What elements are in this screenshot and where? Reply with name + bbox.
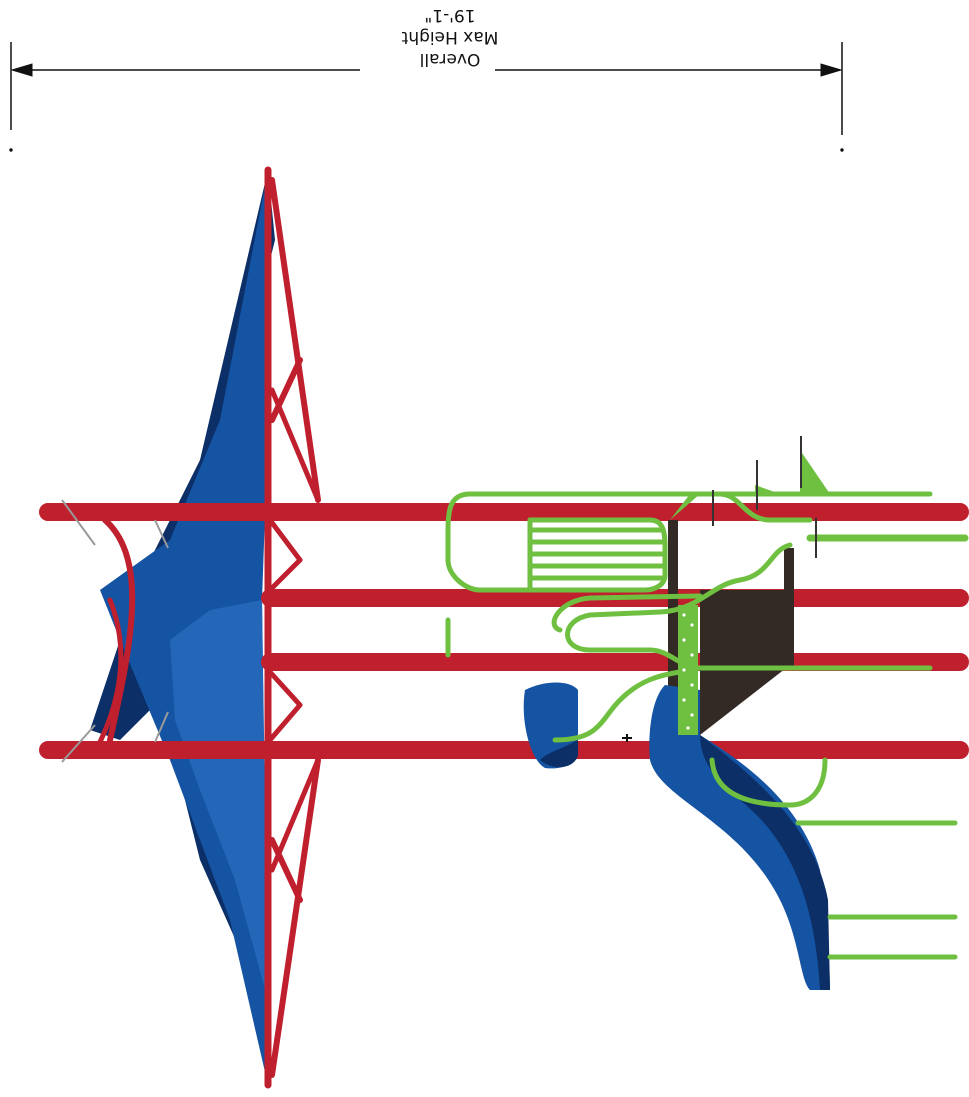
perforated-panels — [670, 436, 830, 777]
brace-upper-c — [269, 387, 321, 503]
shade-sail — [90, 170, 275, 1085]
rail-hoop — [709, 757, 828, 808]
overall-height-label: Overall Max Height 19'-1" — [330, 4, 570, 70]
brace-upper-a — [269, 177, 321, 503]
arm-lower — [97, 597, 124, 745]
rail-s-curve-2 — [551, 593, 703, 633]
bucket-seat-shadow — [540, 740, 578, 768]
overall-height-dimension — [9, 42, 844, 152]
dimension-line2: Max Height — [401, 27, 499, 47]
brace-upper-b — [269, 357, 303, 423]
brace-mid-c — [267, 669, 303, 708]
dimension-arrow-right — [820, 63, 843, 77]
arm-upper — [102, 517, 136, 743]
red-frame — [39, 166, 969, 1089]
dimension-line3: 19'-1" — [424, 5, 476, 25]
rail-wave — [552, 669, 683, 743]
perforated-panel-small-3 — [800, 450, 830, 494]
rail-loop-inner — [527, 517, 668, 593]
slide-chute — [649, 685, 830, 990]
rail-loop-outer — [445, 491, 933, 593]
brace-lower-a — [269, 757, 321, 1078]
perforated-panel-vertical — [678, 605, 698, 735]
brace-lower-b — [269, 837, 303, 903]
deck-post-right — [784, 548, 794, 666]
deck-slab — [700, 590, 790, 735]
deck-post — [668, 520, 678, 740]
perforated-panel-small-2 — [755, 485, 780, 494]
rail-top-curve — [717, 491, 813, 523]
brace-mid-d — [267, 702, 303, 743]
shade-sail-highlight — [170, 600, 268, 1000]
dimension-arrow-left — [10, 63, 33, 77]
brace-lower-c — [269, 757, 321, 873]
sail-cables — [61, 499, 169, 763]
brace-mid-a — [267, 517, 303, 563]
slide — [523, 682, 830, 990]
perforated-panel-small-1 — [670, 494, 700, 520]
deck-structure — [622, 520, 794, 742]
rail-s-curve — [565, 542, 933, 671]
brace-mid-b — [267, 557, 303, 593]
green-climber — [445, 491, 969, 960]
dimension-line1: Overall — [419, 49, 481, 69]
